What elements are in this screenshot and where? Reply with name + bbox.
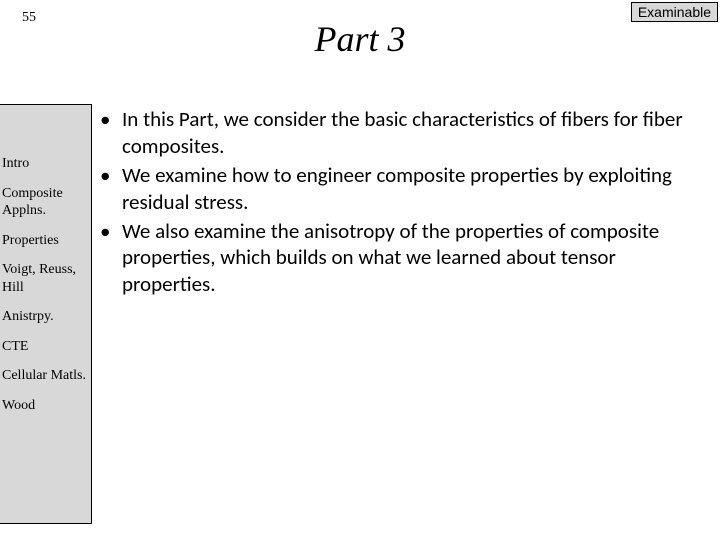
sidebar-item-properties: Properties [2,232,91,250]
bullet-item: We examine how to engineer composite pro… [100,162,708,216]
sidebar-item-wood: Wood [2,397,91,415]
sidebar-item-voigt: Voigt, Reuss, Hill [2,261,91,296]
bullet-list: In this Part, we consider the basic char… [100,106,708,298]
bullet-item: We also examine the anisotropy of the pr… [100,218,708,299]
sidebar: Intro Composite Applns. Properties Voigt… [0,104,92,524]
sidebar-item-cte: CTE [2,338,91,356]
slide-title: Part 3 [0,18,720,60]
sidebar-item-composite: Composite Applns. [2,185,91,220]
bullet-item: In this Part, we consider the basic char… [100,106,708,160]
sidebar-item-intro: Intro [2,155,91,173]
sidebar-item-anistrpy: Anistrpy. [2,308,91,326]
content-area: In this Part, we consider the basic char… [100,106,708,300]
sidebar-item-cellular: Cellular Matls. [2,367,91,385]
